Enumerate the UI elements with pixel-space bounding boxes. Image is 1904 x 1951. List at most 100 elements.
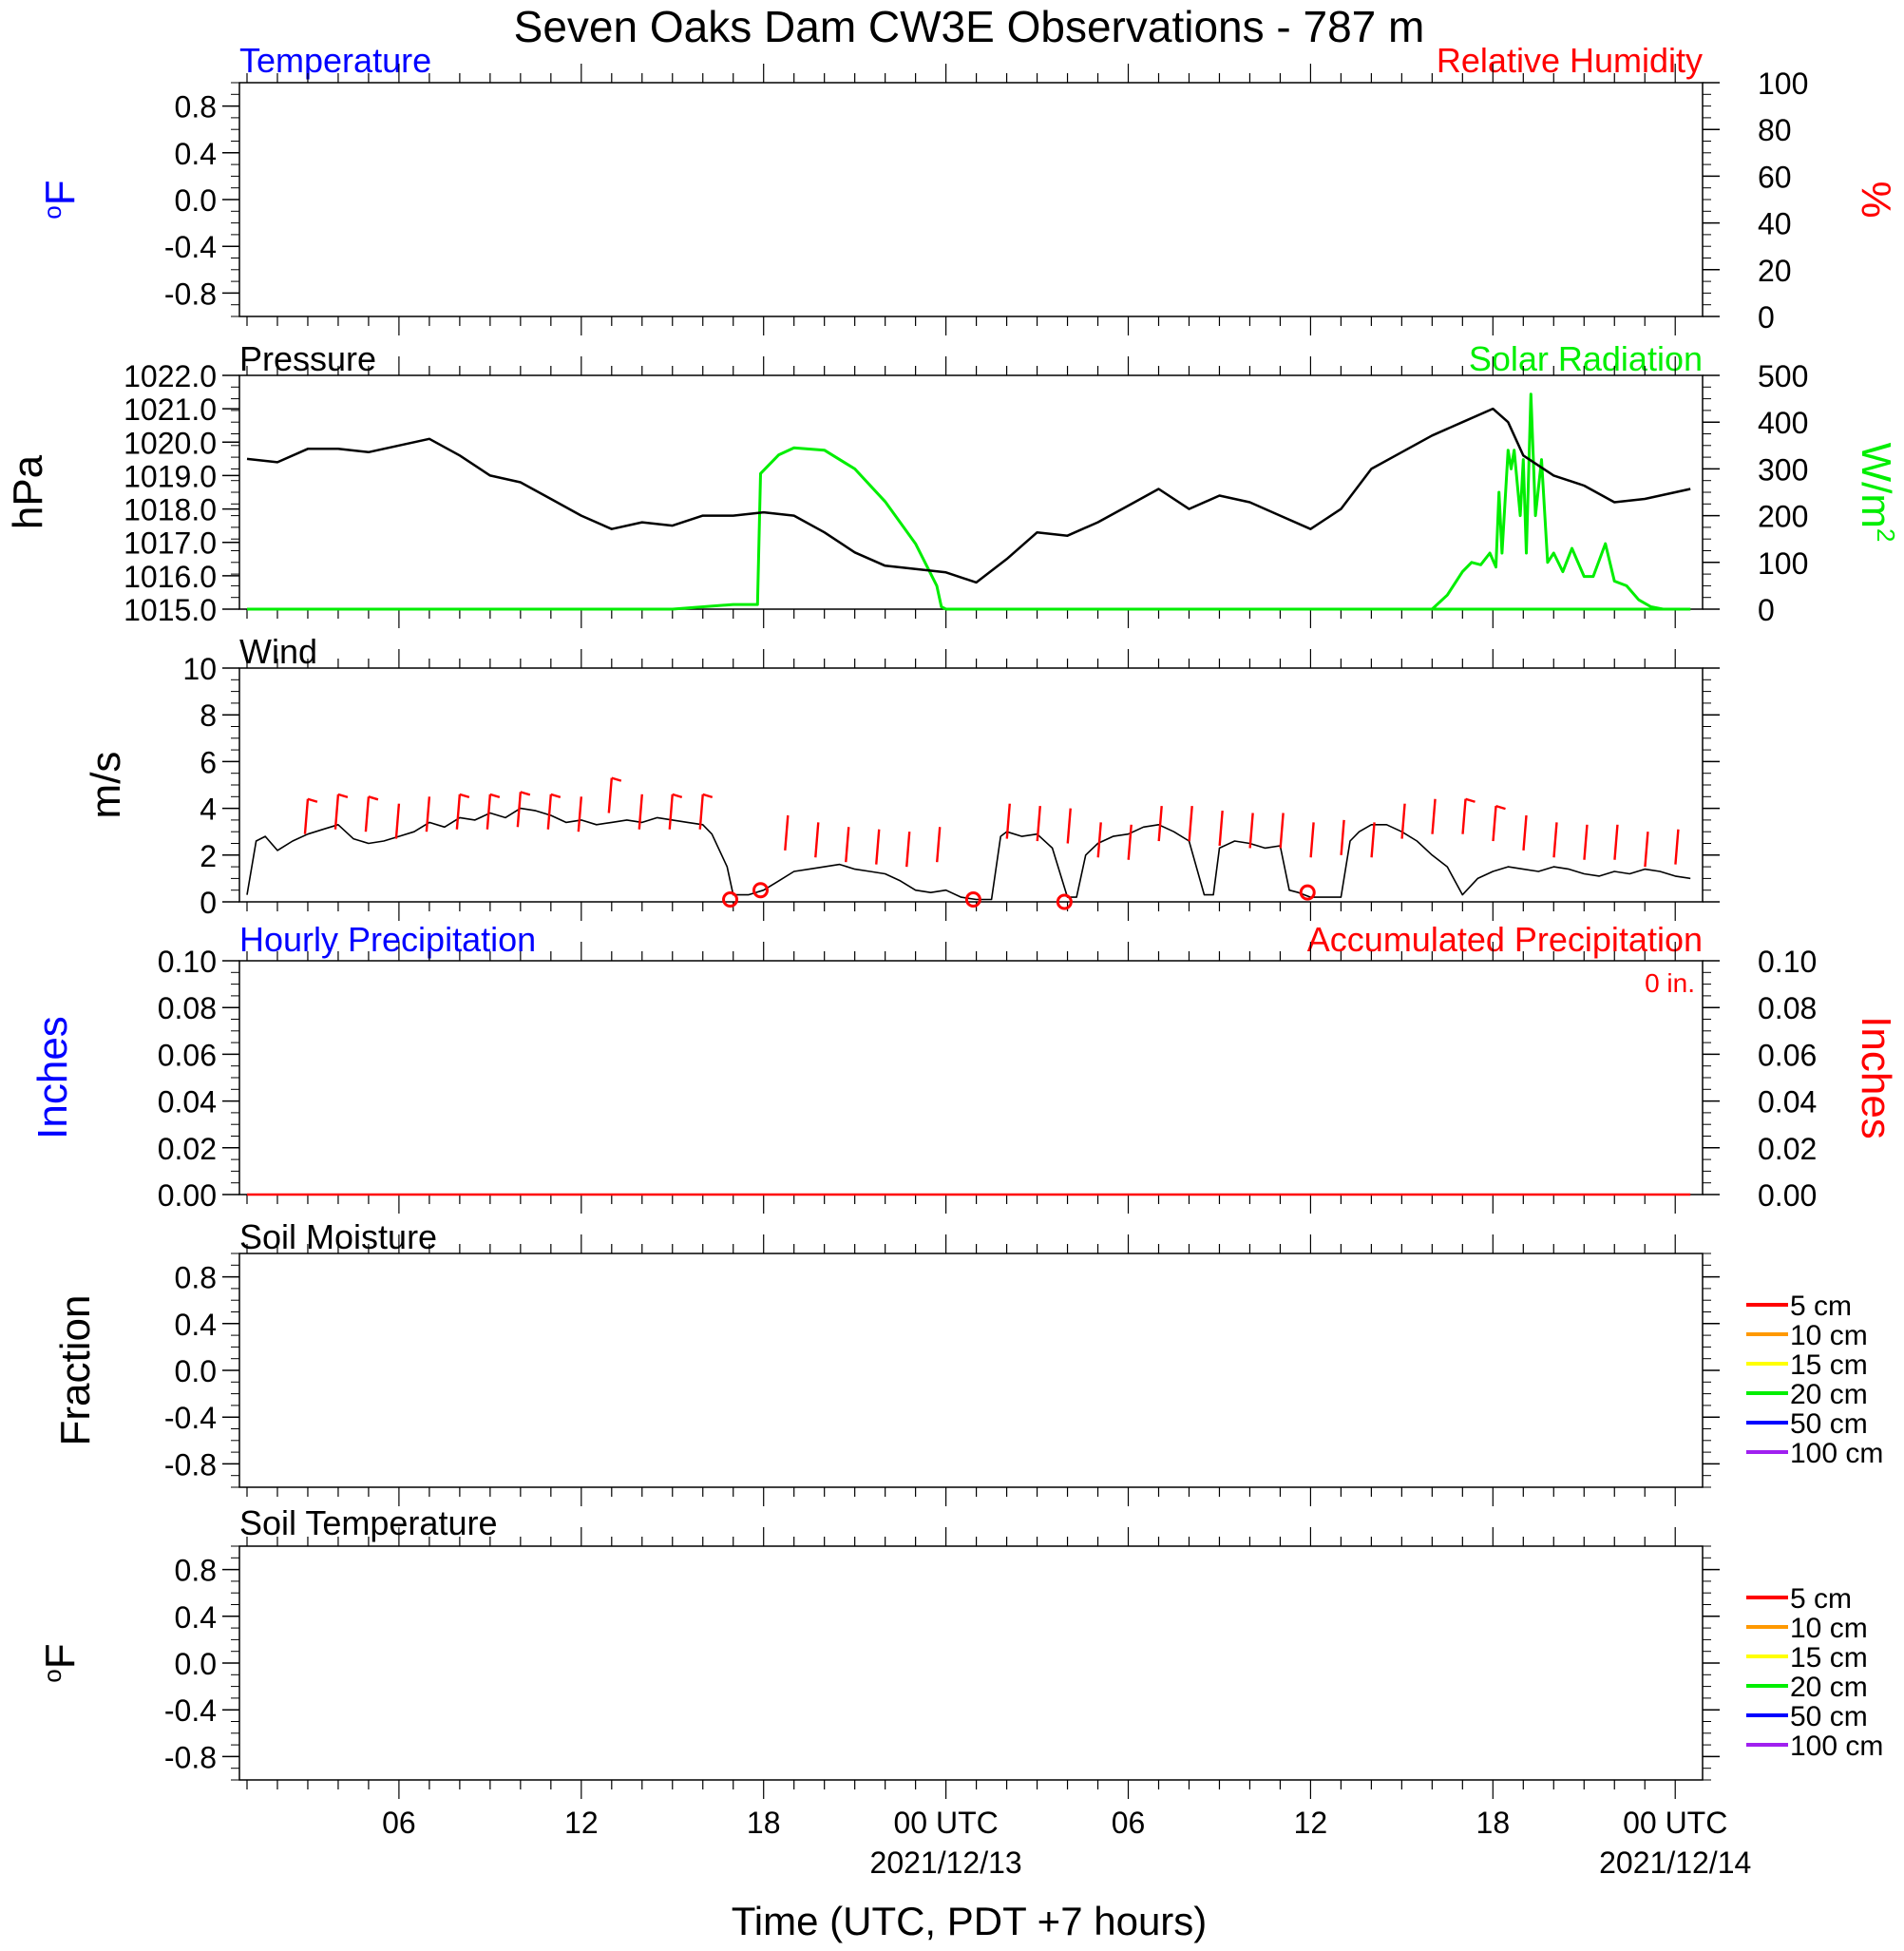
left-tick-label: 1020.0 — [124, 426, 217, 460]
legend-label: 20 cm — [1790, 1379, 1868, 1410]
soil-temperature-frame — [238, 1545, 1704, 1781]
x-tick-label: 06 — [1112, 1806, 1146, 1840]
left-tick-label: 1016.0 — [124, 560, 217, 594]
wind-barb — [638, 794, 643, 830]
left-tick-label: 0.4 — [175, 1308, 217, 1342]
left-tick-label: 1021.0 — [124, 392, 217, 427]
wind-barb — [1400, 803, 1406, 839]
pressure-ticks: 1022.01021.01020.01019.01018.01017.01016… — [124, 356, 1808, 628]
precip-ticks: 0.10 0.08 0.06 0.04 0.02 0.00 0.10 0.08 0.06 0.04… — [158, 942, 1817, 1214]
left-tick-label: 0.0 — [175, 183, 217, 218]
wind-barb — [936, 827, 942, 863]
wind-barb-flag — [368, 795, 379, 801]
wind-barb-flag — [520, 791, 531, 796]
wind-barb — [364, 796, 371, 832]
calm-wind-marker — [722, 891, 739, 909]
right-tick-label: 100 — [1758, 546, 1808, 581]
left-tick-label: 0 — [200, 886, 217, 920]
legend-label: 100 cm — [1790, 1731, 1883, 1762]
right-tick-label: 0.06 — [1758, 1038, 1817, 1072]
left-tick-label: 0.4 — [175, 1600, 217, 1635]
wind-barb — [516, 792, 523, 828]
wind-barb — [577, 796, 583, 832]
wind-barb — [1218, 810, 1224, 847]
left-tick-label: 1017.0 — [124, 526, 217, 561]
calm-wind-marker — [964, 891, 981, 909]
wind-barb-flag — [1465, 797, 1476, 803]
wind-barb — [1188, 806, 1193, 842]
left-tick-label: -0.4 — [164, 1401, 217, 1435]
soil-temperature-ticks: 0.8 0.4 0.0 -0.4 -0.8 — [164, 1527, 1720, 1799]
soil-temperature-unit: oF — [37, 1643, 84, 1682]
wind-barb-flag — [307, 797, 318, 803]
right-tick-label: 0.02 — [1758, 1132, 1817, 1166]
pressure-unit: hPa — [5, 454, 51, 529]
wind-barb — [333, 794, 340, 830]
soil-temperature-title: Soil Temperature — [239, 1503, 497, 1542]
left-tick-label: 0.8 — [175, 90, 217, 124]
solar-radiation-line — [247, 446, 1691, 611]
humidity-unit: % — [1853, 181, 1899, 218]
hourly-precip-title: Hourly Precipitation — [239, 920, 536, 959]
wind-barb — [1461, 798, 1467, 834]
left-tick-label: 0.06 — [158, 1038, 217, 1072]
right-tick-label: 0.04 — [1758, 1085, 1817, 1119]
left-tick-label: 1022.0 — [124, 359, 217, 393]
left-tick-label: -0.8 — [164, 1447, 217, 1482]
wind-barb — [1552, 822, 1558, 858]
soil-temperature-panel: Soil Temperature oF 0.8 0.4 0.0 -0.4 -0.8 5 … — [37, 1503, 1883, 1799]
x-tick-date: 2021/12/14 — [1599, 1846, 1751, 1880]
x-tick-label: 00 UTC — [1623, 1806, 1727, 1840]
legend-label: 10 cm — [1790, 1613, 1868, 1644]
wind-barb — [698, 794, 704, 830]
wind-barb — [1583, 824, 1589, 860]
wind-barb — [814, 822, 820, 858]
wind-barb — [607, 777, 613, 813]
right-tick-label: 100 — [1758, 67, 1808, 101]
left-tick-label: 2 — [200, 839, 217, 873]
legend-label: 10 cm — [1790, 1320, 1868, 1351]
soil-temperature-unit-degree: o — [38, 1669, 67, 1682]
left-tick-label: 0.0 — [175, 1647, 217, 1681]
accum-precip-title: Accumulated Precipitation — [1307, 920, 1703, 959]
x-axis-label: Time (UTC, PDT +7 hours) — [732, 1899, 1208, 1943]
left-tick-label: -0.4 — [164, 1693, 217, 1728]
left-tick-label: 10 — [182, 652, 217, 686]
temperature-ticks: 0.8 0.4 0.0 -0.4 -0.8 100 80 60 40 20 0 — [164, 64, 1808, 335]
accum-precip-unit: Inches — [1853, 1016, 1899, 1139]
pressure-panel: Pressure Solar Radiation hPa W/m2 1022.0… — [5, 339, 1900, 628]
left-tick-label: 8 — [200, 698, 217, 733]
x-tick-label: 18 — [1476, 1806, 1511, 1840]
soil-moisture-ticks: 0.8 0.4 0.0 -0.4 -0.8 — [164, 1234, 1720, 1506]
left-tick-label: 4 — [200, 793, 217, 827]
wind-barb — [668, 794, 674, 830]
right-tick-label: 200 — [1758, 500, 1808, 534]
right-tick-label: 20 — [1758, 254, 1792, 288]
right-tick-label: 60 — [1758, 160, 1792, 194]
legend-label: 100 cm — [1790, 1438, 1883, 1469]
pressure-frame — [238, 374, 1704, 610]
legend-label: 5 cm — [1790, 1583, 1852, 1615]
precip-panel: Hourly Precipitation Accumulated Precipi… — [29, 920, 1899, 1214]
soil-moisture-frame — [238, 1253, 1704, 1488]
wind-barb — [394, 803, 401, 839]
legend-label: 50 cm — [1790, 1701, 1868, 1732]
wind-barb — [1370, 822, 1376, 858]
temperature-unit: oF — [37, 180, 84, 219]
wind-speed-line — [246, 807, 1691, 901]
hourly-precip-unit: Inches — [29, 1016, 76, 1139]
calm-wind-marker — [752, 882, 770, 899]
left-tick-label: 6 — [200, 745, 217, 779]
wind-title: Wind — [239, 632, 317, 671]
legend-label: 15 cm — [1790, 1642, 1868, 1674]
wind-barb — [303, 798, 310, 834]
time-axis: 06 12 18 00 UTC 2021/12/13 06 12 18 00 UTC 2021/1… — [382, 1806, 1751, 1880]
left-tick-label: 0.00 — [158, 1178, 217, 1213]
pressure-line — [246, 407, 1691, 584]
legend-label: 50 cm — [1790, 1408, 1868, 1440]
wind-barb — [784, 814, 790, 851]
x-tick-label: 18 — [747, 1806, 781, 1840]
wind-series — [246, 776, 1691, 910]
